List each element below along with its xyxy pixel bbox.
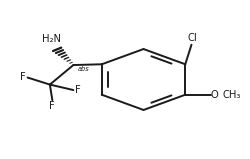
Text: H₂N: H₂N <box>42 34 61 44</box>
Text: F: F <box>75 85 81 95</box>
Text: F: F <box>50 101 55 111</box>
Text: CH₃: CH₃ <box>222 90 241 100</box>
Text: abs: abs <box>78 66 90 72</box>
Text: F: F <box>20 72 26 82</box>
Text: Cl: Cl <box>188 34 198 44</box>
Text: O: O <box>211 90 218 100</box>
